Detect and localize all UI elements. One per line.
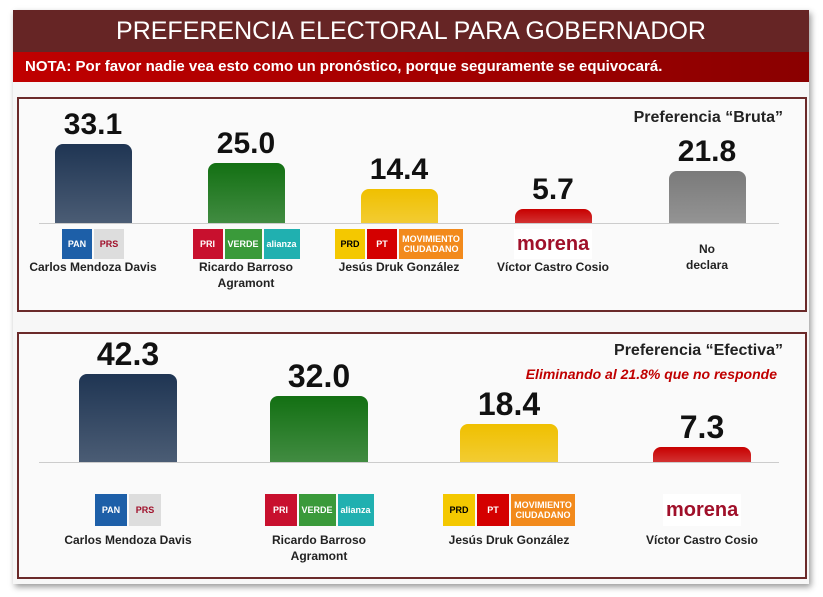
candidate-name: Ricardo Barroso Agramont (271, 533, 367, 563)
party-logo-alianza: alianza (337, 494, 374, 526)
bar (514, 209, 592, 223)
party-logos: morena (663, 494, 742, 526)
candidate-name: No declara (685, 242, 729, 272)
data-label: 21.8 (677, 134, 737, 168)
gross-preference-chart: Preferencia “Bruta” 33.1 PAN PRS Carlos Men… (17, 97, 807, 312)
party-logo-verde: VERDE (224, 229, 262, 259)
data-label: 25.0 (216, 127, 276, 161)
chart-title: Preferencia “Efectiva” (614, 342, 783, 359)
party-logos: PRI VERDE alianza (192, 229, 300, 259)
bar (460, 423, 558, 462)
candidate-name: Carlos Mendoza Davis (64, 533, 192, 547)
baseline (39, 462, 779, 463)
party-logos: PRD PT MOVIMIENTO CIUDADANO (335, 229, 463, 259)
party-logos: morena (514, 229, 593, 259)
page-title: PREFERENCIA ELECTORAL PARA GOBERNADOR (13, 10, 809, 52)
party-logo-movimiento-ciudadano: MOVIMIENTO CIUDADANO (399, 229, 463, 259)
effective-preference-chart: Preferencia “Efectiva” Eliminando al 21.… (17, 332, 807, 579)
party-logo-verde: VERDE (298, 494, 336, 526)
chart-subtitle: Eliminando al 21.8% que no responde (525, 366, 777, 382)
party-logo-morena: morena (514, 229, 593, 259)
party-logos: PAN PRS (95, 494, 161, 526)
party-logos: PAN PRS (62, 229, 124, 259)
party-logo-prs: PRS (129, 494, 161, 526)
data-label: 7.3 (679, 408, 725, 445)
data-label: 42.3 (96, 336, 160, 373)
baseline (39, 223, 779, 224)
party-logo-movimiento-ciudadano: MOVIMIENTO CIUDADANO (511, 494, 575, 526)
data-label: 14.4 (369, 152, 429, 186)
candidate-name: Jesús Druk González (338, 260, 460, 274)
party-logos: PRD PT MOVIMIENTO CIUDADANO (443, 494, 575, 526)
data-label: 33.1 (63, 107, 123, 141)
data-label: 32.0 (287, 357, 351, 394)
party-logos: PRI VERDE alianza (264, 494, 374, 526)
party-logo-pan: PAN (95, 494, 127, 526)
chart-title: Preferencia “Bruta” (633, 109, 783, 126)
data-label: 18.4 (477, 385, 541, 422)
bar (54, 143, 132, 223)
bar (270, 395, 368, 462)
bar (79, 374, 177, 462)
data-label: 5.7 (532, 173, 574, 207)
party-logo-pan: PAN (62, 229, 92, 259)
candidate-name: Víctor Castro Cosio (645, 533, 759, 547)
candidate-name: Carlos Mendoza Davis (29, 260, 157, 274)
bar (207, 163, 285, 223)
bar (360, 188, 438, 223)
bar (653, 446, 751, 462)
infographic: PREFERENCIA ELECTORAL PARA GOBERNADOR NO… (13, 10, 809, 584)
party-logo-pri: PRI (192, 229, 223, 259)
party-logo-pt: PT (477, 494, 509, 526)
party-logo-pt: PT (367, 229, 397, 259)
party-logo-prs: PRS (94, 229, 124, 259)
candidate-name: Jesús Druk González (448, 533, 570, 547)
bar (668, 170, 746, 223)
candidate-name: Ricardo Barroso Agramont (198, 260, 294, 290)
disclaimer-note: NOTA: Por favor nadie vea esto como un p… (13, 52, 809, 82)
party-logo-pri: PRI (264, 494, 297, 526)
party-logo-prd: PRD (443, 494, 475, 526)
party-logo-morena: morena (663, 494, 742, 526)
candidate-name: Víctor Castro Cosio (496, 260, 610, 274)
party-logo-alianza: alianza (263, 229, 300, 259)
party-logo-prd: PRD (335, 229, 365, 259)
